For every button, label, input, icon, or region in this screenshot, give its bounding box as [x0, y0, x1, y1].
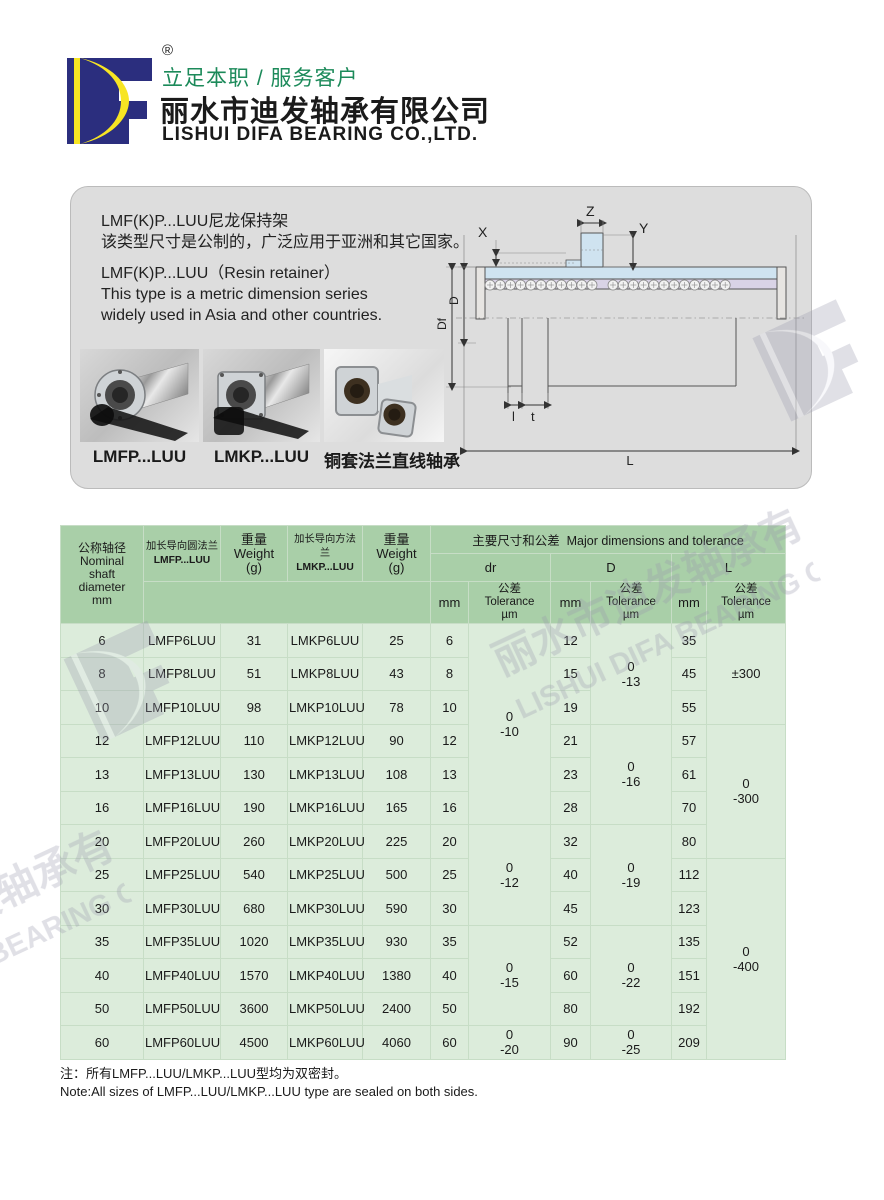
svg-text:D: D	[447, 296, 461, 305]
svg-text:X: X	[478, 224, 488, 240]
svg-text:Y: Y	[639, 220, 649, 236]
svg-text:t: t	[531, 409, 535, 424]
svg-text:l: l	[512, 409, 515, 424]
svg-text:Z: Z	[586, 203, 595, 219]
svg-text:Df: Df	[435, 317, 449, 330]
svg-text:L: L	[626, 453, 633, 468]
